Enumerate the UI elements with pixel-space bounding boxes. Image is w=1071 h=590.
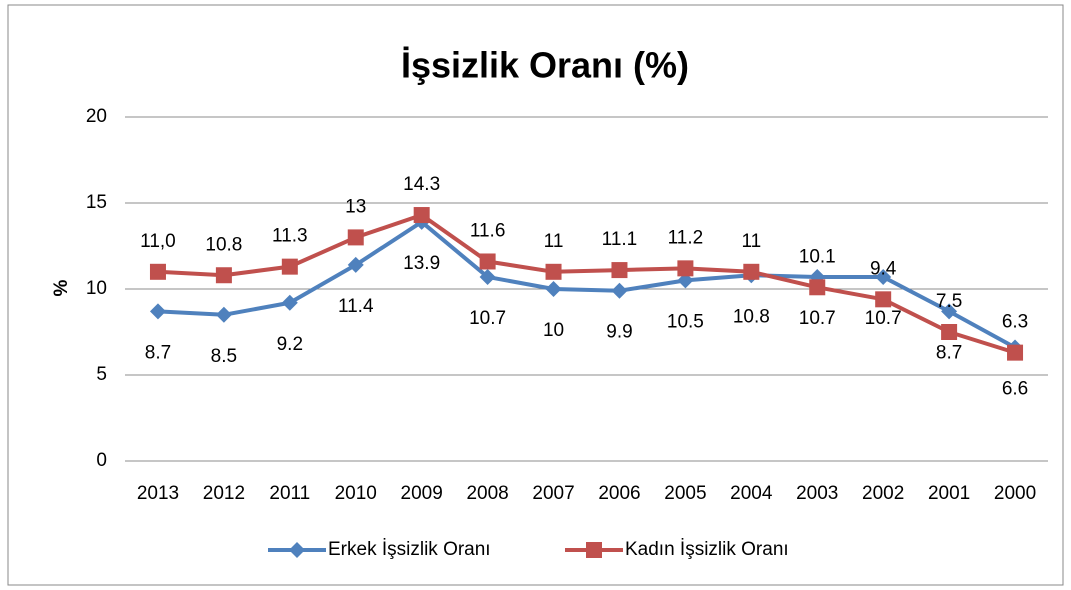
x-tick-label: 2010 bbox=[335, 483, 377, 504]
marker bbox=[347, 229, 364, 246]
marker bbox=[611, 262, 628, 279]
legend-label: Kadın İşsizlik Oranı bbox=[625, 539, 789, 560]
x-tick-label: 2008 bbox=[466, 483, 508, 504]
data-label: 11 bbox=[741, 231, 761, 252]
marker bbox=[281, 294, 298, 311]
x-tick-label: 2006 bbox=[598, 483, 640, 504]
data-label: 6.6 bbox=[1002, 378, 1028, 399]
marker bbox=[413, 207, 430, 224]
x-tick-label: 2002 bbox=[862, 483, 904, 504]
marker bbox=[743, 263, 760, 280]
data-label: 14.3 bbox=[403, 174, 440, 195]
data-label: 10.7 bbox=[469, 308, 506, 329]
data-label: 10.5 bbox=[667, 311, 704, 332]
data-label: 11.2 bbox=[668, 227, 704, 248]
series-line bbox=[157, 219, 1017, 350]
y-tick-label: 5 bbox=[96, 364, 107, 385]
y-tick-label: 20 bbox=[86, 106, 107, 127]
marker bbox=[677, 272, 694, 289]
marker bbox=[281, 258, 298, 275]
data-label: 10.8 bbox=[733, 306, 770, 327]
data-label: 13.9 bbox=[403, 253, 440, 274]
x-tick-label: 2013 bbox=[137, 483, 179, 504]
marker bbox=[215, 267, 232, 284]
marker bbox=[611, 282, 628, 299]
legend-marker bbox=[586, 542, 602, 558]
y-tick-label: 0 bbox=[96, 450, 107, 471]
y-axis-label: % bbox=[51, 279, 72, 296]
data-label: 6.3 bbox=[1002, 312, 1028, 333]
data-label: 10 bbox=[543, 320, 564, 341]
data-label: 11.6 bbox=[470, 220, 506, 241]
data-label: 11,0 bbox=[140, 231, 176, 252]
marker bbox=[875, 268, 892, 285]
data-label: 8.7 bbox=[936, 342, 962, 363]
marker bbox=[347, 256, 364, 273]
data-label: 11.3 bbox=[272, 226, 308, 247]
data-label: 10.7 bbox=[865, 308, 902, 329]
data-label: 8.5 bbox=[211, 346, 237, 367]
data-label: 10.1 bbox=[799, 246, 836, 267]
x-tick-label: 2001 bbox=[928, 483, 970, 504]
marker bbox=[149, 263, 166, 280]
y-tick-label: 10 bbox=[86, 278, 107, 299]
data-label: 11 bbox=[544, 231, 564, 252]
marker bbox=[545, 263, 562, 280]
chart-title: İşsizlik Oranı (%) bbox=[401, 45, 689, 86]
x-tick-label: 2003 bbox=[796, 483, 838, 504]
series-line bbox=[157, 213, 1016, 355]
x-tick-label: 2005 bbox=[664, 483, 706, 504]
marker bbox=[875, 291, 892, 308]
marker bbox=[941, 324, 958, 340]
marker bbox=[677, 260, 694, 277]
legend-marker bbox=[289, 542, 305, 558]
data-label: 11.1 bbox=[602, 229, 638, 250]
data-label: 10.7 bbox=[799, 308, 836, 329]
marker bbox=[545, 281, 562, 297]
legend-label: Erkek İşsizlik Oranı bbox=[328, 539, 491, 560]
marker bbox=[215, 306, 232, 323]
marker bbox=[149, 303, 166, 320]
data-label: 8.7 bbox=[145, 342, 171, 363]
x-tick-label: 2009 bbox=[401, 483, 443, 504]
marker bbox=[809, 279, 826, 296]
marker bbox=[1007, 344, 1024, 361]
x-tick-label: 2004 bbox=[730, 483, 773, 504]
x-tick-label: 2011 bbox=[269, 483, 310, 504]
x-tick-label: 2007 bbox=[532, 483, 574, 504]
data-label: 9.4 bbox=[870, 258, 897, 279]
data-label: 13 bbox=[345, 196, 366, 217]
marker bbox=[479, 253, 496, 270]
x-tick-label: 2000 bbox=[994, 483, 1036, 504]
marker bbox=[479, 268, 496, 285]
y-tick-label: 15 bbox=[86, 192, 107, 213]
data-label: 11.4 bbox=[338, 296, 374, 317]
data-label: 9.9 bbox=[606, 322, 632, 343]
marker bbox=[941, 303, 958, 320]
data-label: 9.2 bbox=[277, 334, 303, 355]
data-label: 7.5 bbox=[936, 291, 962, 312]
x-tick-label: 2012 bbox=[203, 483, 245, 504]
data-label: 10.8 bbox=[205, 234, 242, 255]
